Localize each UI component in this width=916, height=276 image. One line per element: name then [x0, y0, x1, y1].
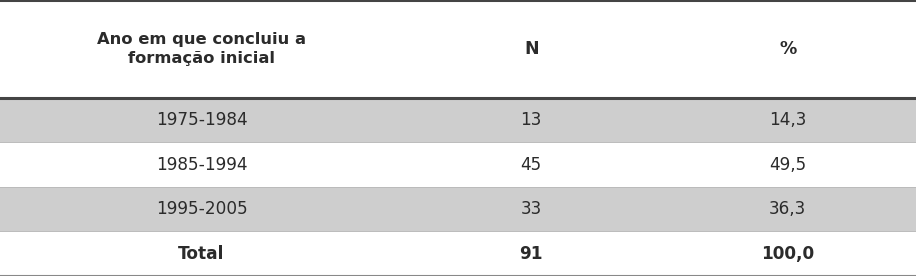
Text: 49,5: 49,5 — [769, 156, 806, 174]
Text: 1985-1994: 1985-1994 — [156, 156, 247, 174]
Text: Ano em que concluiu a
formação inicial: Ano em que concluiu a formação inicial — [97, 32, 306, 66]
Text: 1995-2005: 1995-2005 — [156, 200, 247, 218]
Text: %: % — [780, 40, 796, 58]
Text: Total: Total — [179, 245, 224, 263]
Bar — [0, 232, 916, 276]
Bar — [0, 187, 916, 232]
Text: 33: 33 — [520, 200, 542, 218]
Text: 100,0: 100,0 — [761, 245, 814, 263]
Text: 91: 91 — [519, 245, 543, 263]
Bar — [0, 0, 916, 98]
Text: 14,3: 14,3 — [769, 111, 806, 129]
Bar — [0, 98, 916, 142]
Text: 13: 13 — [520, 111, 542, 129]
Text: N: N — [524, 40, 539, 58]
Text: 36,3: 36,3 — [769, 200, 806, 218]
Text: 1975-1984: 1975-1984 — [156, 111, 247, 129]
Bar — [0, 142, 916, 187]
Text: 45: 45 — [520, 156, 542, 174]
